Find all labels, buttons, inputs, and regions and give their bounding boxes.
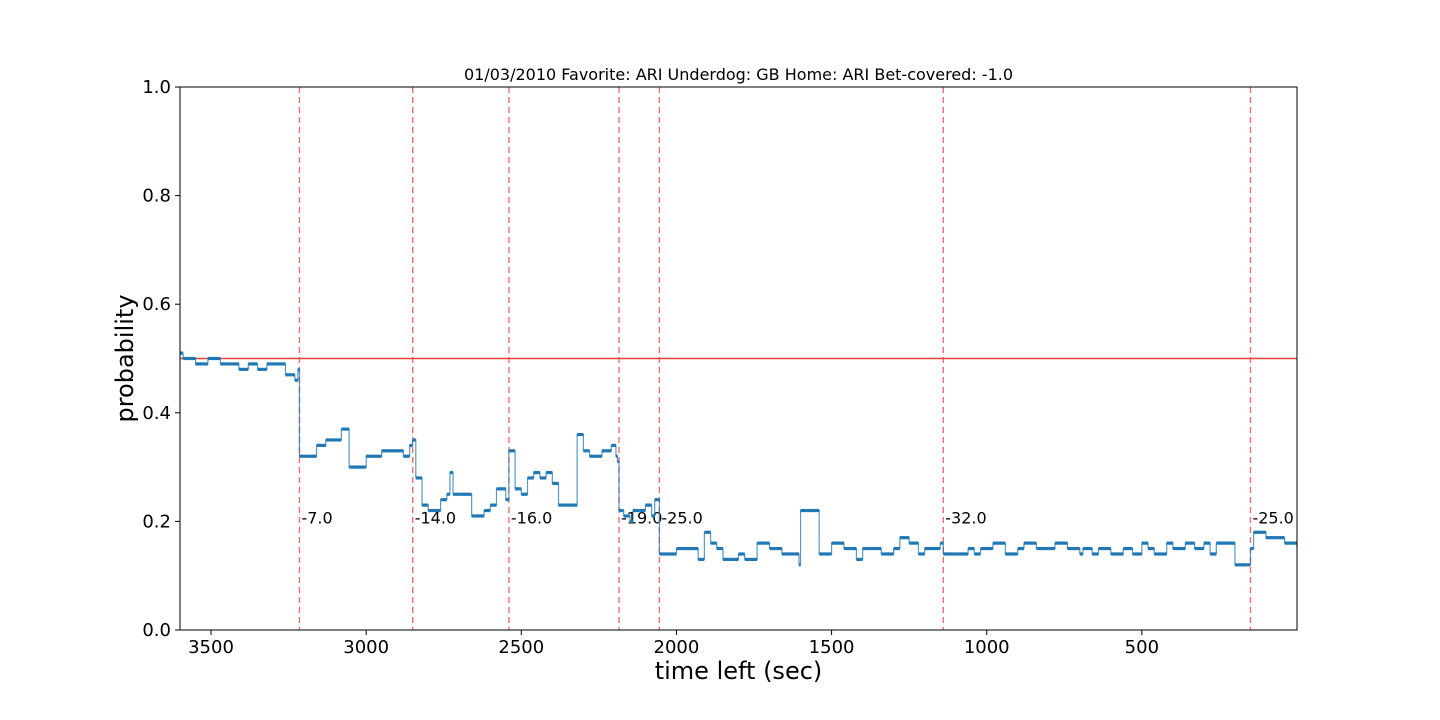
event-label: -25.0 bbox=[1252, 508, 1293, 527]
event-label: -25.0 bbox=[661, 508, 702, 527]
series-group bbox=[180, 351, 1298, 567]
x-axis-ticks: 3500 3000 2500 2000 1500 1000 500 bbox=[188, 630, 1159, 658]
x-tick-label: 500 bbox=[1125, 637, 1159, 658]
event-label: -7.0 bbox=[301, 508, 332, 527]
y-tick-label: 0.6 bbox=[142, 294, 171, 315]
y-tick-label: 0.0 bbox=[142, 620, 171, 641]
x-tick-label: 1500 bbox=[809, 637, 855, 658]
y-tick-label: 0.2 bbox=[142, 511, 171, 532]
x-tick-label: 2500 bbox=[498, 637, 544, 658]
y-axis-label: probability bbox=[111, 294, 139, 422]
event-label: -16.0 bbox=[511, 508, 552, 527]
y-tick-label: 0.8 bbox=[142, 186, 171, 207]
event-label: -14.0 bbox=[415, 508, 456, 527]
event-label: -32.0 bbox=[945, 508, 986, 527]
plot-frame bbox=[179, 86, 1298, 631]
x-tick-label: 3000 bbox=[343, 637, 389, 658]
y-tick-label: 0.4 bbox=[142, 403, 171, 424]
y-axis-ticks: 0.0 0.2 0.4 0.6 0.8 1.0 bbox=[142, 77, 180, 641]
series-line bbox=[180, 352, 1298, 566]
x-tick-label: 1000 bbox=[964, 637, 1010, 658]
x-axis-label: time left (sec) bbox=[655, 657, 823, 685]
y-tick-label: 1.0 bbox=[142, 77, 171, 98]
chart-title: 01/03/2010 Favorite: ARI Underdog: GB Ho… bbox=[464, 65, 1013, 84]
x-tick-label: 3500 bbox=[188, 637, 234, 658]
x-tick-label: 2000 bbox=[654, 637, 700, 658]
